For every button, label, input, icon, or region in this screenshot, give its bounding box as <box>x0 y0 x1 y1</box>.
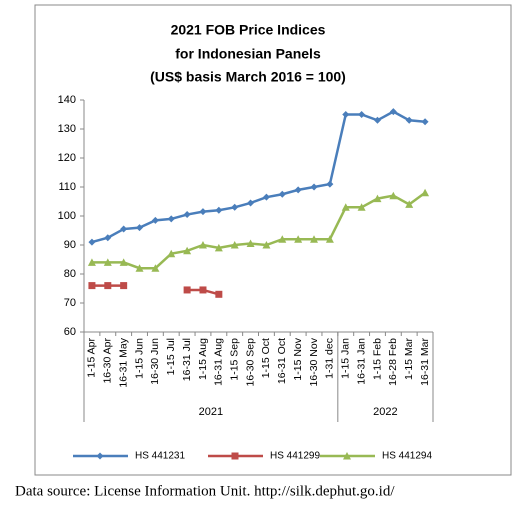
data-point <box>278 190 286 198</box>
data-point <box>389 191 398 200</box>
x-tick-label: 1-15 Feb <box>371 338 383 380</box>
legend-marker <box>96 452 104 460</box>
data-point <box>120 225 128 233</box>
data-point <box>357 203 366 211</box>
x-group-label: 2022 <box>373 406 397 418</box>
data-point <box>103 258 112 266</box>
x-tick-label: 1-15 Sep <box>228 338 240 381</box>
x-tick-label: 1-15 Mar <box>403 337 415 380</box>
x-tick-label: 1-15 Jul <box>165 338 177 375</box>
data-point <box>198 241 207 249</box>
data-point <box>310 235 319 243</box>
data-point <box>199 208 207 216</box>
data-point <box>405 200 414 208</box>
data-point <box>104 282 112 290</box>
data-point <box>342 111 350 118</box>
data-point <box>183 211 191 219</box>
x-tick-label: 16-30 Nov <box>308 337 320 386</box>
data-point <box>230 241 239 249</box>
y-tick-label: 80 <box>64 268 76 280</box>
data-point <box>88 238 96 246</box>
x-group-label: 2021 <box>199 406 223 418</box>
data-point <box>262 241 271 249</box>
x-tick-label: 16-31 Oct <box>276 338 288 384</box>
data-point <box>87 258 96 266</box>
data-point <box>421 188 430 197</box>
data-point <box>167 249 176 258</box>
source-note: Data source: License Information Unit. h… <box>15 483 395 499</box>
data-point <box>262 193 270 201</box>
x-tick-label: 1-15 Aug <box>197 338 209 380</box>
data-point <box>167 215 175 223</box>
x-tick-label: 16-31 Jan <box>355 338 367 385</box>
y-tick-label: 70 <box>64 297 76 309</box>
data-point <box>278 235 287 243</box>
y-tick-label: 140 <box>58 94 76 106</box>
data-point <box>215 290 223 298</box>
data-point <box>215 206 223 214</box>
data-point <box>294 235 303 243</box>
data-point <box>104 234 112 242</box>
data-point <box>310 183 318 191</box>
data-point <box>326 180 334 188</box>
y-tick-label: 120 <box>58 152 76 164</box>
data-point <box>247 199 255 207</box>
x-tick-label: 1-15 Jun <box>133 338 145 379</box>
data-point <box>136 224 144 232</box>
data-point <box>151 264 160 272</box>
data-point <box>151 216 159 224</box>
y-tick-label: 60 <box>64 326 76 338</box>
y-tick-label: 110 <box>58 181 76 193</box>
data-point <box>341 203 350 211</box>
series-line <box>91 191 426 270</box>
data-point <box>405 116 413 124</box>
y-tick-label: 90 <box>64 239 76 251</box>
x-tick-label: 16-31 Aug <box>213 338 225 386</box>
legend-label: HS 441294 <box>382 451 432 462</box>
legend-marker <box>231 452 239 460</box>
chart-frame <box>34 4 512 476</box>
data-point <box>135 264 144 272</box>
x-tick-label: 1-15 Jan <box>340 338 352 379</box>
data-point <box>183 286 191 294</box>
data-point <box>294 186 302 194</box>
chart-title: for Indonesian Panels <box>175 46 321 62</box>
x-tick-label: 1-15 Apr <box>86 338 98 378</box>
data-point <box>325 235 334 243</box>
y-tick-label: 100 <box>58 210 76 222</box>
x-tick-label: 16-31 Jul <box>181 338 193 381</box>
y-tick-label: 130 <box>58 123 76 135</box>
data-point <box>88 282 96 290</box>
x-tick-label: 16-30 Jun <box>149 338 161 385</box>
chart-subtitle: (US$ basis March 2016 = 100) <box>150 69 346 85</box>
data-point <box>199 286 207 294</box>
x-tick-label: 1-15 Oct <box>260 338 272 378</box>
data-point <box>373 116 381 124</box>
x-tick-label: 16-31 Mar <box>419 338 431 386</box>
data-point <box>421 118 429 126</box>
data-point <box>389 108 397 116</box>
x-tick-label: 16-31 May <box>117 337 129 387</box>
legend-marker <box>343 452 351 460</box>
x-tick-label: 16-30 Apr <box>102 338 114 384</box>
series-line <box>91 110 426 244</box>
data-point <box>214 243 223 252</box>
data-point <box>183 246 192 255</box>
x-tick-label: 16-30 Sep <box>244 338 256 387</box>
data-point <box>120 282 128 290</box>
data-point <box>231 203 239 211</box>
data-point <box>373 194 382 203</box>
x-tick-label: 1-15 Nov <box>292 337 304 380</box>
chart-title: 2021 FOB Price Indices <box>171 22 326 38</box>
legend-label: HS 441299 <box>270 451 320 462</box>
data-point <box>246 239 255 248</box>
legend-label: HS 441231 <box>135 451 185 462</box>
data-point <box>358 111 366 118</box>
x-tick-label: 16-28 Feb <box>387 338 399 386</box>
data-point <box>119 258 128 266</box>
x-tick-label: 1-31 dec <box>324 338 336 379</box>
